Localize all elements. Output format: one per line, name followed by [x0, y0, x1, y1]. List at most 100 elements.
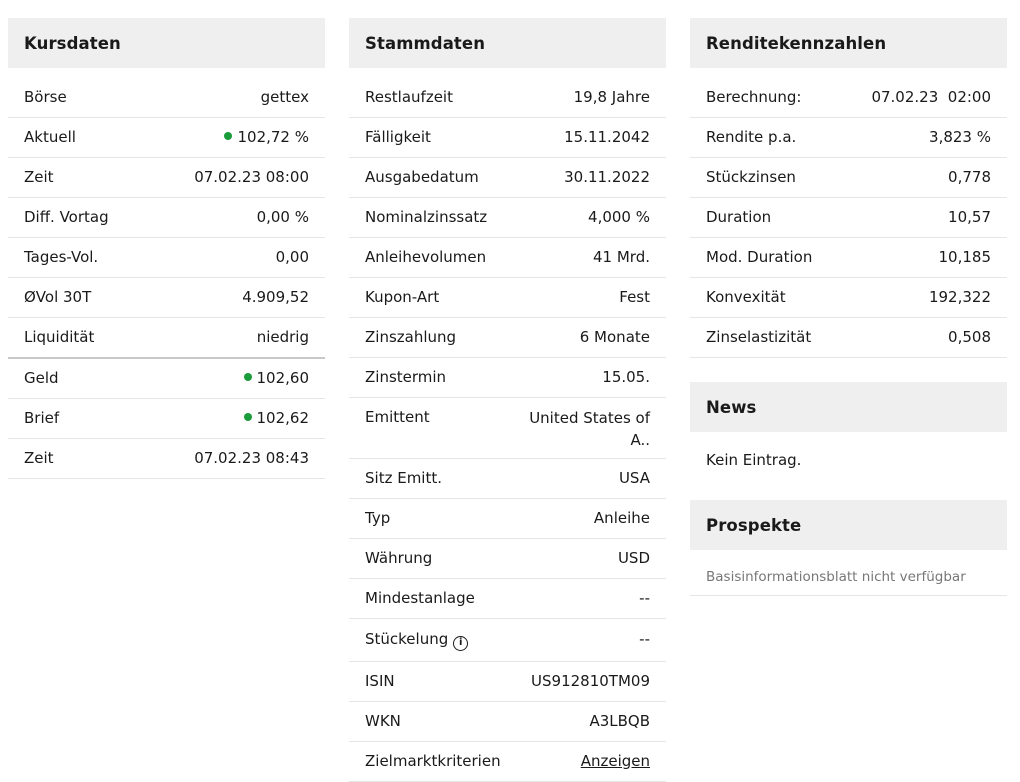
- table-row: Berechnung: 07.02.23 02:00: [690, 78, 1007, 118]
- status-dot-icon: [243, 412, 252, 421]
- row-label: Duration: [706, 208, 772, 226]
- row-label: ØVol 30T: [24, 288, 92, 306]
- spacer: [690, 480, 1007, 500]
- row-label: Zeit: [24, 449, 54, 467]
- row-label: Stückzinsen: [706, 168, 796, 186]
- row-label: Ausgabedatum: [365, 168, 479, 186]
- row-label: Liquidität: [24, 328, 95, 346]
- row-value: 102,62: [256, 409, 310, 427]
- row-value: niedrig: [256, 328, 309, 346]
- table-row: Geld 102,60: [8, 359, 325, 399]
- row-value: 0,508: [948, 328, 991, 346]
- row-value: 102,72 %: [237, 128, 309, 146]
- row-value-wrap: 102,60: [243, 368, 310, 388]
- zielmarkt-anzeigen-link[interactable]: Anzeigen: [580, 751, 650, 770]
- table-row: Börse gettex: [8, 78, 325, 118]
- news-title: News: [690, 382, 1007, 432]
- table-row: Nominalzinssatz 4,000 %: [349, 198, 666, 238]
- table-row: WKN A3LBQB: [349, 702, 666, 742]
- prospekte-unavailable-text: Basisinformationsblatt nicht verfügbar: [690, 550, 1007, 596]
- table-row: Tages-Vol. 0,00: [8, 238, 325, 278]
- table-row: Zeit 07.02.23 08:43: [8, 439, 325, 479]
- table-row: ØVol 30T 4.909,52: [8, 278, 325, 318]
- row-value: 6 Monate: [579, 328, 650, 346]
- news-empty-text: Kein Eintrag.: [706, 451, 802, 469]
- table-row: Duration 10,57: [690, 198, 1007, 238]
- table-row: Zinstermin 15.05.: [349, 358, 666, 398]
- table-row: Ausgabedatum 30.11.2022: [349, 158, 666, 198]
- row-value: 15.11.2042: [564, 128, 650, 146]
- row-value: 192,322: [928, 288, 991, 306]
- row-label: Zinstermin: [365, 368, 447, 386]
- row-value: USD: [617, 549, 650, 567]
- table-row: Zinselastizität 0,508: [690, 318, 1007, 358]
- table-row: Währung USD: [349, 539, 666, 579]
- row-value: 4,000 %: [588, 208, 650, 226]
- table-row: Emittent United States of A..: [349, 398, 666, 459]
- row-label: Konvexität: [706, 288, 786, 306]
- table-row: Aktuell 102,72 %: [8, 118, 325, 158]
- table-row: Mod. Duration 10,185: [690, 238, 1007, 278]
- row-label-wrap: Stückelung i: [365, 629, 469, 651]
- status-dot-icon: [243, 372, 252, 381]
- row-label: Nominalzinssatz: [365, 208, 488, 226]
- row-value: 15.05.: [602, 368, 650, 386]
- table-row: Typ Anleihe: [349, 499, 666, 539]
- table-row: Mindestanlage --: [349, 579, 666, 619]
- row-label: ISIN: [365, 671, 395, 690]
- row-label: Anleihevolumen: [365, 248, 487, 266]
- kursdaten-title: Kursdaten: [8, 18, 325, 68]
- stammdaten-table: Restlaufzeit 19,8 Jahre Fälligkeit 15.11…: [349, 68, 666, 782]
- row-value: 07.02.23 02:00: [871, 88, 991, 106]
- row-label: Rendite p.a.: [706, 128, 797, 146]
- row-value: Anleihe: [593, 509, 650, 527]
- table-row: Diff. Vortag 0,00 %: [8, 198, 325, 238]
- row-value: A3LBQB: [589, 711, 650, 730]
- row-label: Geld: [24, 369, 59, 387]
- row-label: Währung: [365, 549, 433, 567]
- row-label: Fälligkeit: [365, 128, 431, 146]
- table-row: Brief 102,62: [8, 399, 325, 439]
- row-label: Mindestanlage: [365, 589, 475, 607]
- table-row: Sitz Emitt. USA: [349, 459, 666, 499]
- row-value: 0,778: [948, 168, 991, 186]
- table-row: Zeit 07.02.23 08:00: [8, 158, 325, 198]
- row-label: Kupon-Art: [365, 288, 440, 306]
- row-value: 4.909,52: [242, 288, 309, 306]
- row-value: 102,60: [256, 369, 310, 387]
- row-value: 3,823 %: [929, 128, 991, 146]
- row-label: Stückelung: [365, 630, 449, 648]
- row-value: 0,00 %: [256, 208, 309, 226]
- row-label: Sitz Emitt.: [365, 469, 442, 487]
- kursdaten-table: Börse gettex Aktuell 102,72 % Zeit 07.02…: [8, 68, 325, 479]
- info-icon[interactable]: i: [453, 635, 469, 651]
- prospekte-title: Prospekte: [690, 500, 1007, 550]
- table-row: Anleihevolumen 41 Mrd.: [349, 238, 666, 278]
- table-row: Konvexität 192,322: [690, 278, 1007, 318]
- row-value: 07.02.23 08:00: [194, 168, 309, 186]
- row-label: Börse: [24, 88, 67, 106]
- row-label: Diff. Vortag: [24, 208, 109, 226]
- rendite-title: Renditekennzahlen: [690, 18, 1007, 68]
- row-value: 30.11.2022: [564, 168, 650, 186]
- row-label: WKN: [365, 711, 401, 730]
- row-label: Mod. Duration: [706, 248, 813, 266]
- table-row: ISIN US912810TM09: [349, 662, 666, 702]
- row-label: Typ: [365, 509, 391, 527]
- table-row: Zinszahlung 6 Monate: [349, 318, 666, 358]
- stammdaten-panel: Stammdaten Restlaufzeit 19,8 Jahre Fälli…: [349, 18, 666, 782]
- table-row: Liquidität niedrig: [8, 318, 325, 359]
- table-row: Rendite p.a. 3,823 %: [690, 118, 1007, 158]
- row-label: Zinszahlung: [365, 328, 457, 346]
- row-value-wrap: 102,62: [243, 408, 310, 428]
- table-row: Stückelung i --: [349, 619, 666, 662]
- row-label: Zeit: [24, 168, 54, 186]
- table-row: Restlaufzeit 19,8 Jahre: [349, 78, 666, 118]
- row-value-wrap: 102,72 %: [224, 127, 309, 147]
- row-value: --: [639, 630, 650, 648]
- prospekte-panel: Prospekte Basisinformationsblatt nicht v…: [690, 500, 1007, 596]
- table-row: Kupon-Art Fest: [349, 278, 666, 318]
- kursdaten-panel: Kursdaten Börse gettex Aktuell 102,72 % …: [8, 18, 325, 479]
- row-label: Zinselastizität: [706, 328, 812, 346]
- row-value: --: [639, 589, 650, 607]
